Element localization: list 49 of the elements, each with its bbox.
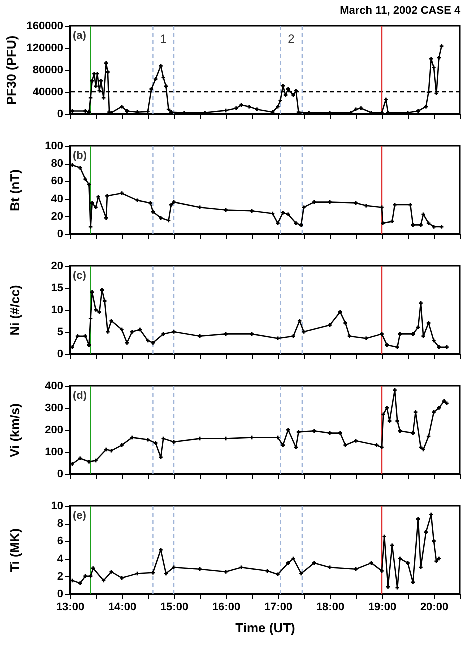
y-tick-label: 20: [51, 210, 64, 223]
y-tick-label: 5: [57, 326, 64, 338]
y-tick-label: 6: [57, 536, 64, 548]
x-tick-label: 14:00: [108, 602, 137, 614]
y-tick-label: 300: [45, 402, 64, 414]
annotation: (c): [73, 270, 87, 282]
y-tick-label: 0: [57, 348, 64, 360]
y-tick-label: 0: [57, 108, 64, 120]
y-tick-label: 15: [51, 282, 64, 294]
y-tick-label: 8: [57, 518, 64, 530]
x-axis-title: Time (UT): [236, 620, 296, 636]
y-tick-label: 40: [51, 193, 64, 206]
annotation: (e): [73, 510, 87, 522]
annotation: 1: [160, 32, 168, 46]
x-tick-label: 20:00: [420, 602, 449, 614]
y-axis-title: Bt (nT): [8, 170, 22, 212]
y-axis-title: Vi (km/s): [8, 404, 22, 458]
y-tick-label: 0: [57, 588, 64, 600]
y-tick-label: 2: [57, 570, 64, 583]
y-tick-label: 160000: [26, 20, 64, 32]
y-tick-label: 4: [57, 553, 64, 566]
y-tick-label: 80: [51, 158, 64, 170]
x-tick-label: 15:00: [160, 602, 189, 614]
annotation: (a): [73, 30, 87, 42]
x-tick-label: 17:00: [264, 602, 293, 614]
annotation: 2: [288, 32, 296, 46]
x-tick-label: 16:00: [212, 602, 241, 614]
x-tick-label: 13:00: [56, 602, 85, 614]
annotation: (d): [73, 390, 88, 402]
y-tick-label: 10: [51, 500, 64, 512]
x-tick-label: 19:00: [368, 602, 397, 614]
y-axis-title: Ti (MK): [8, 528, 22, 572]
y-tick-label: 0: [57, 468, 64, 480]
chart-title: March 11, 2002 CASE 4: [340, 5, 462, 17]
y-axis-title: PF30 (PFU): [4, 36, 19, 106]
y-tick-label: 400: [45, 380, 64, 392]
y-tick-label: 60: [51, 176, 64, 188]
y-tick-label: 10: [51, 304, 64, 316]
y-tick-label: 80000: [32, 64, 64, 76]
y-tick-label: 100: [45, 446, 64, 458]
y-tick-label: 200: [45, 424, 64, 436]
y-tick-label: 120000: [26, 42, 64, 54]
annotation: (b): [73, 150, 88, 162]
y-tick-label: 40000: [32, 86, 64, 98]
x-tick-label: 18:00: [316, 602, 345, 614]
y-axis-title: Ni (#/cc): [8, 285, 22, 336]
y-tick-label: 0: [57, 228, 64, 240]
y-tick-label: 100: [45, 140, 64, 152]
y-tick-label: 20: [51, 260, 64, 272]
